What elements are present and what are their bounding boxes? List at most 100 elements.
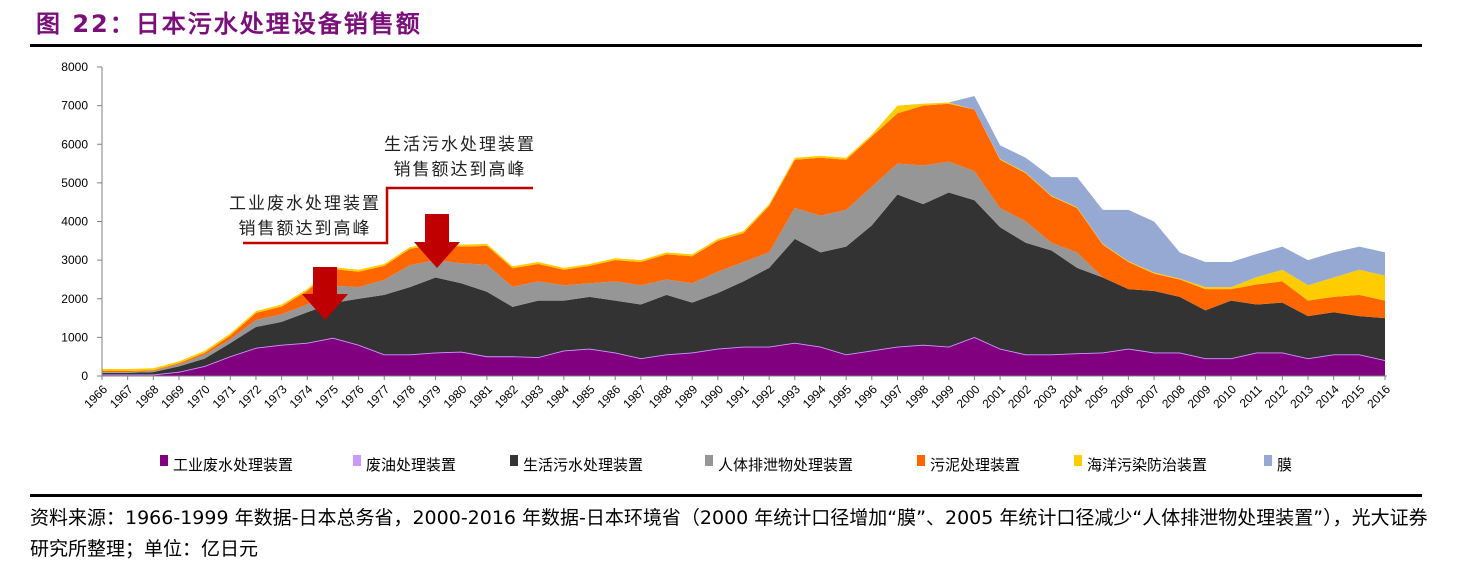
x-tick-label: 1970	[184, 382, 213, 411]
x-tick-label: 1967	[107, 382, 136, 411]
x-tick-label: 1985	[569, 382, 598, 411]
footer-divider	[30, 494, 1422, 497]
annotation-text: 销售额达到高峰	[394, 160, 527, 180]
x-tick-label: 1998	[902, 382, 931, 411]
area-series-6	[102, 95, 1385, 370]
x-tick-label: 2008	[1159, 382, 1188, 411]
area-series-2	[102, 192, 1385, 375]
x-tick-label: 1984	[543, 382, 572, 411]
x-tick-label: 1973	[261, 382, 290, 411]
area-series-4	[102, 103, 1385, 373]
y-tick-label: 8000	[61, 60, 88, 74]
x-tick-label: 1999	[928, 382, 957, 411]
x-tick-label: 1989	[672, 382, 701, 411]
legend-swatch	[705, 455, 713, 466]
annotation-text: 生活污水处理装置	[384, 135, 536, 155]
legend-item: 生活污水处理装置	[510, 455, 643, 474]
legend-swatch	[1074, 455, 1082, 466]
x-tick-label: 2003	[1031, 382, 1060, 411]
y-tick-label: 1000	[61, 330, 88, 344]
x-tick-label: 1997	[877, 382, 906, 411]
x-tick-label: 1986	[595, 382, 624, 411]
legend-label: 膜	[1277, 456, 1292, 474]
x-tick-label: 2007	[1133, 382, 1162, 411]
area-series-3	[102, 161, 1385, 373]
x-tick-label: 1979	[415, 382, 444, 411]
x-tick-label: 1976	[338, 382, 367, 411]
x-tick-label: 1977	[364, 382, 393, 411]
x-tick-label: 1987	[620, 382, 649, 411]
legend-label: 生活污水处理装置	[523, 456, 643, 474]
figure-title: 图 22：日本污水处理设备销售额	[36, 10, 422, 38]
x-tick-label: 1972	[235, 382, 264, 411]
legend-item: 海洋污染防治装置	[1074, 455, 1207, 474]
x-tick-label: 1975	[312, 382, 341, 411]
legend: 工业废水处理装置 废油处理装置 生活污水处理装置 人体排泄物处理装置 污泥处理装置 海洋污…	[160, 455, 1292, 474]
legend-item: 废油处理装置	[353, 455, 456, 474]
series-areas	[101, 95, 1386, 376]
x-tick-label: 1988	[646, 382, 675, 411]
legend-item: 工业废水处理装置	[160, 455, 293, 474]
legend-swatch	[917, 455, 925, 466]
x-tick-label: 2011	[1237, 382, 1265, 410]
legend-swatch	[510, 455, 518, 466]
legend-label: 海洋污染防治装置	[1087, 456, 1207, 474]
area-series-0	[102, 337, 1385, 376]
x-tick-label: 2009	[1185, 382, 1214, 411]
x-tick-label: 1992	[748, 382, 777, 411]
x-tick-label: 1994	[800, 382, 829, 411]
legend-label: 工业废水处理装置	[173, 456, 293, 474]
x-tick-label: 2004	[1056, 382, 1085, 411]
x-tick-label: 2010	[1210, 382, 1239, 411]
y-tick-label: 6000	[61, 137, 88, 151]
x-tick-label: 2005	[1082, 382, 1111, 411]
x-tick-label: 1982	[492, 382, 521, 411]
annotation-leader-line	[243, 186, 533, 245]
x-tick-label: 2001	[979, 382, 1008, 411]
x-tick-label: 2016	[1364, 382, 1393, 411]
peak-arrow-domestic	[414, 214, 460, 268]
y-tick-label: 5000	[61, 176, 88, 190]
peak-arrow-industrial	[302, 267, 348, 320]
x-tick-label: 1991	[723, 382, 752, 411]
legend-item: 污泥处理装置	[917, 455, 1020, 474]
x-tick-label: 2012	[1262, 382, 1291, 411]
x-tick-label: 1983	[518, 382, 547, 411]
title-divider	[30, 44, 1422, 47]
y-tick-label: 0	[81, 369, 88, 383]
legend-item: 膜	[1264, 455, 1292, 474]
x-tick-label: 1971	[210, 382, 239, 411]
x-tick-label: 1996	[851, 382, 880, 411]
x-tick-label: 2006	[1108, 382, 1137, 411]
x-tick-label: 1993	[774, 382, 803, 411]
source-note: 资料来源：1966-1999 年数据-日本总务省，2000-2016 年数据-日…	[30, 507, 1428, 560]
x-tick-label: 1990	[697, 382, 726, 411]
legend-label: 人体排泄物处理装置	[718, 456, 853, 474]
legend-item: 人体排泄物处理装置	[705, 455, 853, 474]
stacked-area-chart: 0100020003000400050006000700080001966196…	[61, 60, 1393, 474]
x-tick-label: 1974	[287, 382, 316, 411]
x-tick-label: 1978	[389, 382, 418, 411]
x-tick-label: 1966	[81, 382, 110, 411]
annotation-text: 工业废水处理装置	[229, 194, 381, 214]
legend-swatch	[1264, 455, 1272, 466]
legend-label: 污泥处理装置	[930, 456, 1020, 474]
legend-swatch	[160, 455, 168, 466]
x-tick-label: 2002	[1005, 382, 1034, 411]
y-tick-label: 2000	[61, 292, 88, 306]
x-tick-label: 1968	[133, 382, 162, 411]
legend-label: 废油处理装置	[366, 456, 456, 474]
x-tick-label: 1995	[825, 382, 854, 411]
y-tick-label: 4000	[61, 215, 88, 229]
y-tick-label: 7000	[61, 99, 88, 113]
area-series-1	[101, 336, 1386, 376]
y-tick-label: 3000	[61, 253, 88, 267]
x-tick-label: 1981	[466, 382, 495, 411]
x-tick-label: 2013	[1287, 382, 1316, 411]
annotation-text: 销售额达到高峰	[239, 219, 372, 239]
x-tick-label: 2015	[1339, 382, 1368, 411]
x-tick-label: 2000	[954, 382, 983, 411]
legend-swatch	[353, 455, 361, 466]
x-tick-label: 1980	[441, 382, 470, 411]
